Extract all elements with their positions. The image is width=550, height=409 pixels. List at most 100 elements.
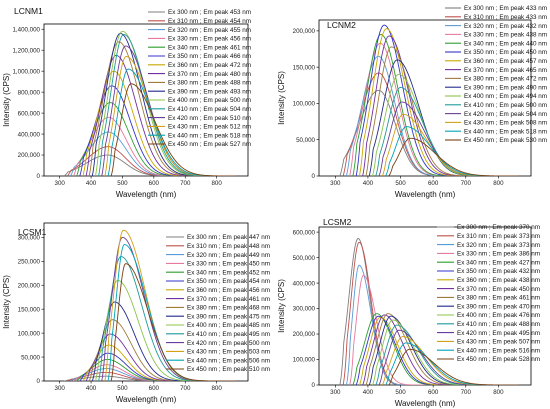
legend-entry: Ex 360 nm ; Em peak 472 nm [168,62,251,69]
series-line [368,315,518,385]
legend-entry: Ex 310 nm ; Em peak 454 nm [168,18,251,25]
x-tick-label: 600 [149,180,160,187]
series-line [388,348,518,385]
legend-entry: Ex 450 nm ; Em peak 528 nm [457,356,540,363]
y-tick-label: 150,000 [293,64,316,71]
x-tick-label: 500 [117,385,128,392]
x-tick-label: 800 [211,385,222,392]
legend-entry: Ex 300 nm ; Em peak 433 nm [464,5,547,12]
legend-entry: Ex 360 nm ; Em peak 456 nm [187,287,270,294]
series-line [110,83,236,176]
legend-entry: Ex 400 nm ; Em peak 500 nm [168,97,251,104]
legend-entry: Ex 390 nm ; Em peak 475 nm [187,313,270,320]
legend-entry: Ex 420 nm ; Em peak 504 nm [464,111,547,118]
series-line [345,55,518,176]
y-axis-title: Intensity (CPS) [277,71,286,125]
x-tick-label: 400 [86,385,97,392]
legend-entry: Ex 450 nm ; Em peak 510 nm [187,366,270,373]
legend-entry: Ex 440 nm ; Em peak 516 nm [457,347,540,354]
y-axis-title: Intensity (CPS) [2,275,11,329]
legend-entry: Ex 350 nm ; Em peak 450 nm [464,49,547,56]
series-line [365,313,518,385]
x-tick-label: 300 [330,180,341,187]
x-tick-label: 800 [211,180,222,187]
y-tick-label: 0 [37,173,41,180]
x-tick-label: 600 [149,385,160,392]
x-axis-title: Wavelength (nm) [116,395,177,404]
y-tick-label: 600,000 [293,229,316,236]
chart-lcnm2: 300 400 500 600 700 800 0 50,000 100,000 150,000 2… [277,5,547,199]
legend-entry: Ex 330 nm ; Em peak 438 nm [464,32,547,39]
legend-entry: Ex 370 nm ; Em peak 465 nm [464,67,547,74]
legend-entry: Ex 450 nm ; Em peak 530 nm [464,137,547,144]
legend-entry: Ex 430 nm ; Em peak 508 nm [464,120,547,127]
legend-entry: Ex 310 nm ; Em peak 448 nm [187,243,270,250]
panel-lcnm2: 300 400 500 600 700 800 0 50,000 100,000 150,000 2… [275,0,550,204]
legend-entry: Ex 370 nm ; Em peak 461 nm [187,296,270,303]
legend-entry: Ex 350 nm ; Em peak 454 nm [187,278,270,285]
legend-entry: Ex 360 nm ; Em peak 457 nm [464,58,547,65]
series-group [339,237,518,385]
legend-entry: Ex 430 nm ; Em peak 512 nm [168,124,251,131]
series-line [85,333,236,381]
y-tick-label: 50,000 [296,137,315,144]
series-line [375,324,518,385]
legend-entry: Ex 370 nm ; Em peak 480 nm [168,71,251,78]
series-line [359,317,518,385]
series-line [378,329,518,385]
legend-entry: Ex 380 nm ; Em peak 488 nm [168,80,251,87]
panel-label: LCNM2 [327,20,356,30]
x-tick-label: 700 [461,389,472,396]
legend-entry: Ex 410 nm ; Em peak 495 nm [187,331,270,338]
legend-entry: Ex 350 nm ; Em peak 432 nm [457,268,540,275]
y-tick-label: 1,200,000 [12,47,40,54]
x-tick-label: 700 [180,385,191,392]
x-tick-label: 400 [363,389,374,396]
series-line [95,280,236,381]
x-tick-label: 600 [428,180,439,187]
x-tick-label: 300 [55,385,66,392]
chart-lcsm2: 300 400 500 600 700 800 0 100,000 200,000 300,000… [277,217,540,408]
y-tick-label: 600,000 [18,110,41,117]
panel-label: LCSM1 [18,227,47,237]
y-tick-label: 1,400,000 [12,26,40,33]
legend-entry: Ex 310 nm ; Em peak 373 nm [457,233,540,240]
x-tick-label: 600 [428,389,439,396]
legend-entry: Ex 410 nm ; Em peak 500 nm [464,102,547,109]
legend-entry: Ex 420 nm ; Em peak 495 nm [457,330,540,337]
panel-lcnm1: 300 400 500 600 700 800 0 200,000 400,000 600,000… [0,0,275,204]
legend-entry: Ex 330 nm ; Em peak 456 nm [168,36,251,43]
panel-label: LCNM1 [14,6,43,16]
legend-entry: Ex 390 nm ; Em peak 470 nm [457,303,540,310]
y-tick-label: 100,000 [293,357,316,364]
y-tick-label: 400,000 [293,280,316,287]
legend-entry: Ex 320 nm ; Em peak 455 nm [168,27,251,34]
y-tick-label: 1,000,000 [12,68,40,75]
series-line [365,46,518,176]
legend-entry: Ex 360 nm ; Em peak 438 nm [457,277,540,284]
x-tick-label: 300 [330,389,341,396]
y-tick-label: 0 [37,378,41,385]
legend-entry: Ex 410 nm ; Em peak 504 nm [168,106,251,113]
legend-entry: Ex 440 nm ; Em peak 518 nm [464,128,547,135]
series-line [372,319,518,385]
legend-entry: Ex 370 nm ; Em peak 450 nm [457,286,540,293]
series-line [388,137,518,176]
y-tick-label: 100,000 [18,330,41,337]
legend-entry: Ex 350 nm ; Em peak 466 nm [168,53,251,60]
legend-entry: Ex 420 nm ; Em peak 500 nm [187,340,270,347]
x-tick-label: 300 [55,180,66,187]
legend-entry: Ex 430 nm ; Em peak 503 nm [187,349,270,356]
legend-entry: Ex 330 nm ; Em peak 450 nm [187,261,270,268]
legend-entry: Ex 380 nm ; Em peak 472 nm [464,76,547,83]
y-tick-label: 300,000 [18,235,41,242]
series-group [339,24,518,176]
y-tick-label: 300,000 [293,306,316,313]
legend-entry: Ex 300 nm ; Em peak 453 nm [168,9,251,16]
x-tick-label: 800 [493,180,504,187]
series-line [339,237,518,385]
legend-entry: Ex 300 nm ; Em peak 370 nm [457,224,540,231]
legend-entry: Ex 320 nm ; Em peak 432 nm [464,23,547,30]
legend-entry: Ex 380 nm ; Em peak 468 nm [187,305,270,312]
